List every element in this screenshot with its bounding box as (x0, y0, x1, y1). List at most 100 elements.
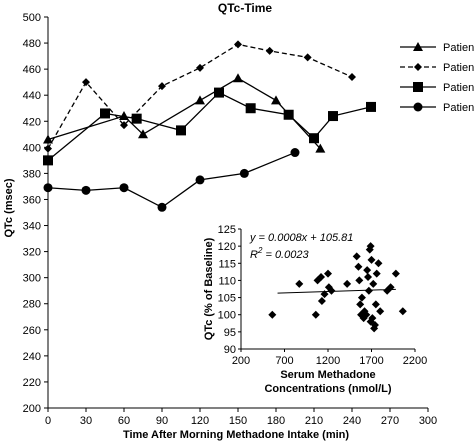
inset-y-tick-label: 125 (218, 224, 236, 236)
scatter-point (391, 269, 400, 278)
y-tick-label: 280 (23, 299, 41, 311)
inset-x-axis-title-line-2: Concentrations (nmol/L) (264, 383, 391, 395)
data-point (119, 183, 129, 193)
y-tick-label: 420 (23, 116, 41, 128)
x-tick-label: 120 (191, 415, 209, 427)
x-tick-label: 150 (229, 415, 247, 427)
y-tick-label: 220 (23, 377, 41, 389)
legend-item: Patient 2 (400, 62, 474, 74)
y-tick-label: 480 (23, 38, 41, 50)
inset-x-tick-label: 1200 (316, 355, 340, 367)
x-tick-label: 90 (156, 415, 168, 427)
data-point (245, 103, 256, 114)
scatter-point (371, 300, 380, 309)
data-point (233, 73, 243, 83)
r-squared-exponent: 2 (257, 246, 263, 255)
r-squared-symbol: R (250, 249, 258, 261)
data-point (328, 111, 338, 122)
legend-label: Patient 4 (443, 102, 474, 114)
data-point (138, 129, 148, 139)
data-point (120, 121, 128, 130)
y-tick-label: 240 (23, 351, 41, 363)
scatter-point (372, 269, 381, 278)
scatter-point (366, 242, 375, 251)
inset-y-tick-label: 120 (218, 241, 236, 253)
y-tick-label: 300 (23, 273, 41, 285)
data-point (195, 175, 205, 185)
legend-label: Patient 2 (443, 62, 474, 74)
scatter-point (320, 290, 329, 299)
y-tick-label: 500 (23, 12, 41, 24)
inset-y-tick-label: 110 (218, 275, 236, 287)
data-point (290, 148, 300, 158)
data-point (43, 134, 53, 144)
scatter-point (368, 314, 377, 323)
data-point (176, 125, 186, 136)
y-tick-label: 260 (23, 325, 41, 337)
legend-label: Patient 1 (443, 42, 474, 54)
trendline (277, 288, 396, 294)
scatter-point (364, 286, 373, 295)
inset-background (195, 218, 427, 406)
scatter-point (317, 273, 326, 281)
x-tick-label: 60 (118, 415, 130, 427)
r-squared-label: R2 = 0.0023 (250, 246, 309, 261)
data-point (43, 183, 53, 193)
legend-marker (413, 102, 423, 112)
y-tick-label: 200 (23, 403, 41, 415)
data-point (315, 143, 326, 153)
r-squared-value: = 0.0023 (262, 249, 309, 261)
legend-marker (413, 82, 423, 92)
y-tick-label: 320 (23, 247, 41, 259)
inset-y-tick-label: 95 (224, 327, 236, 339)
scatter-point (295, 279, 304, 288)
series-4 (43, 148, 300, 212)
legend-label: Patient 3 (443, 82, 474, 94)
data-point (195, 95, 205, 105)
scatter-point (311, 310, 320, 319)
scatter-point (369, 279, 378, 288)
y-tick-label: 360 (23, 194, 41, 206)
scatter-point (398, 307, 407, 316)
inset-x-tick-label: 200 (232, 355, 250, 367)
regression-equation: y = 0.0008x + 105.81 (249, 232, 353, 244)
scatter-point (367, 255, 376, 264)
series-2 (44, 40, 356, 153)
scatter-point (364, 273, 373, 281)
scatter-point (355, 276, 364, 285)
data-point (234, 40, 242, 49)
data-point (309, 133, 319, 144)
scatter-point (376, 307, 385, 316)
inset-y-tick-label: 90 (224, 344, 236, 356)
data-point (158, 82, 166, 91)
y-tick-label: 400 (23, 142, 41, 154)
legend-item: Patient 4 (400, 102, 474, 114)
scatter-point (317, 297, 326, 305)
x-axis-title: Time After Morning Methadone Intake (min… (123, 429, 349, 441)
x-tick-label: 240 (343, 415, 361, 427)
inset-x-tick-label: 2200 (403, 355, 427, 367)
chart-title: QTc-Time (218, 1, 273, 15)
data-point (271, 95, 281, 105)
data-point (82, 78, 90, 87)
inset-x-tick-label: 700 (275, 355, 293, 367)
data-point (283, 109, 294, 120)
inset-x-axis-title: Serum Methadone (280, 369, 375, 381)
y-axis-title: QTc (msec) (3, 178, 15, 237)
scatter-point (354, 262, 363, 271)
series-line (47, 151, 296, 209)
scatter-point (363, 266, 372, 275)
data-point (81, 185, 91, 195)
data-point (366, 101, 376, 112)
inset-y-axis-title: QTc (% of Baseline) (203, 237, 215, 340)
scatter-point (324, 269, 332, 278)
inset-y-tick-label: 105 (218, 293, 236, 305)
scatter-point (386, 283, 395, 292)
y-tick-label: 440 (23, 90, 41, 102)
x-tick-label: 30 (80, 415, 92, 427)
data-point (303, 53, 312, 62)
data-point (119, 111, 129, 121)
data-point (131, 113, 142, 124)
y-tick-label: 340 (23, 221, 41, 233)
